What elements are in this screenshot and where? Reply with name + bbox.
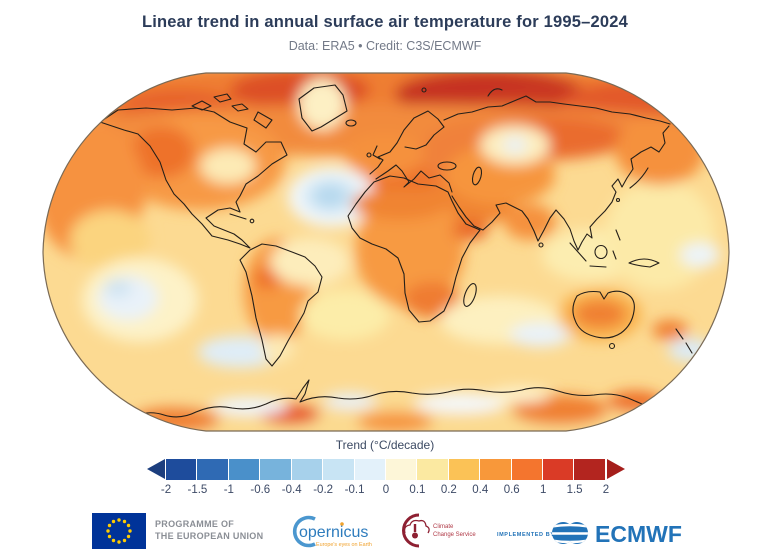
colorbar-segment-7 [385, 459, 417, 480]
copernicus-wordmark: opernicus [299, 524, 368, 541]
world-map-svg [42, 72, 730, 432]
page-title: Linear trend in annual surface air tempe… [141, 13, 629, 31]
colorbar-segment-1 [197, 459, 228, 480]
ecmwf-icon [552, 522, 588, 544]
colorbar-segment-5 [323, 459, 354, 480]
colorbar [147, 459, 625, 480]
colorbar-right-arrow [606, 459, 625, 479]
colorbar-tick--1.5: -1.5 [187, 484, 208, 496]
colorbar-tick-1: 1 [539, 484, 547, 496]
colorbar-segment-11 [511, 459, 543, 480]
colorbar-segment-4 [291, 459, 323, 480]
colorbar-tick-0: 0 [382, 484, 390, 496]
eu-programme-line2: THE EUROPEAN UNION [155, 531, 264, 541]
eu-programme-label: PROGRAMME OF THE EUROPEAN UNION [155, 518, 263, 542]
colorbar-ticks: -2 -1.5 -1 -0.6 -0.4 -0.2 -0.1 0 0.1 0.2 0.4 0.6 1 1.… [147, 484, 625, 498]
colorbar-tick--0.4: -0.4 [281, 484, 302, 496]
colorbar-tick-1.5: 1.5 [566, 484, 583, 496]
colorbar-segment-3 [260, 459, 291, 480]
colorbar-tick--1: -1 [223, 484, 234, 496]
colorbar-segment-13 [574, 459, 605, 480]
colorbar-segment-10 [480, 459, 511, 480]
colorbar-segment-0 [166, 459, 197, 480]
c3s-label-line2: Change Service [433, 532, 476, 538]
colorbar-tick-0.6: 0.6 [503, 484, 520, 496]
ecmwf-logo: ECMWF [548, 516, 688, 557]
footer-logos: PROGRAMME OF THE EUROPEAN UNION opernicu… [0, 506, 770, 556]
colorbar-tick-0.1: 0.1 [409, 484, 426, 496]
colorbar-tick-2: 2 [602, 484, 610, 496]
colorbar-tick-0.4: 0.4 [472, 484, 489, 496]
colorbar-segment-9 [448, 459, 480, 480]
world-map [0, 68, 770, 440]
eu-flag-icon [92, 513, 146, 554]
subtitle: Data: ERA5 • Credit: C3S/ECMWF [288, 39, 482, 53]
colorbar-title: Trend (°C/decade) [335, 438, 435, 452]
colorbar-segment-12 [543, 459, 574, 480]
colorbar-tick--2: -2 [160, 484, 172, 496]
colorbar-tick--0.6: -0.6 [250, 484, 271, 496]
colorbar-segment-6 [354, 459, 385, 480]
c3s-label-line1: Climate [433, 524, 454, 530]
colorbar-tick-0.2: 0.2 [440, 484, 457, 496]
ecmwf-wordmark: ECMWF [595, 521, 682, 547]
implemented-by-label: IMPLEMENTED BY [497, 532, 555, 538]
colorbar-tick--0.2: -0.2 [313, 484, 334, 496]
coastlines [99, 84, 693, 420]
c3s-logo: Climate Change Service [393, 510, 488, 557]
map-fill-layer [43, 73, 729, 431]
colorbar-tick--0.1: -0.1 [344, 484, 365, 496]
colorbar-segment-8 [417, 459, 448, 480]
colorbar-segment-2 [228, 459, 260, 480]
colorbar-left-arrow [147, 459, 165, 479]
copernicus-logo: opernicus Europe's eyes on Earth [282, 510, 382, 557]
map-border [42, 72, 730, 432]
eu-programme-line1: PROGRAMME OF [155, 519, 235, 529]
copernicus-tagline: Europe's eyes on Earth [316, 542, 372, 548]
